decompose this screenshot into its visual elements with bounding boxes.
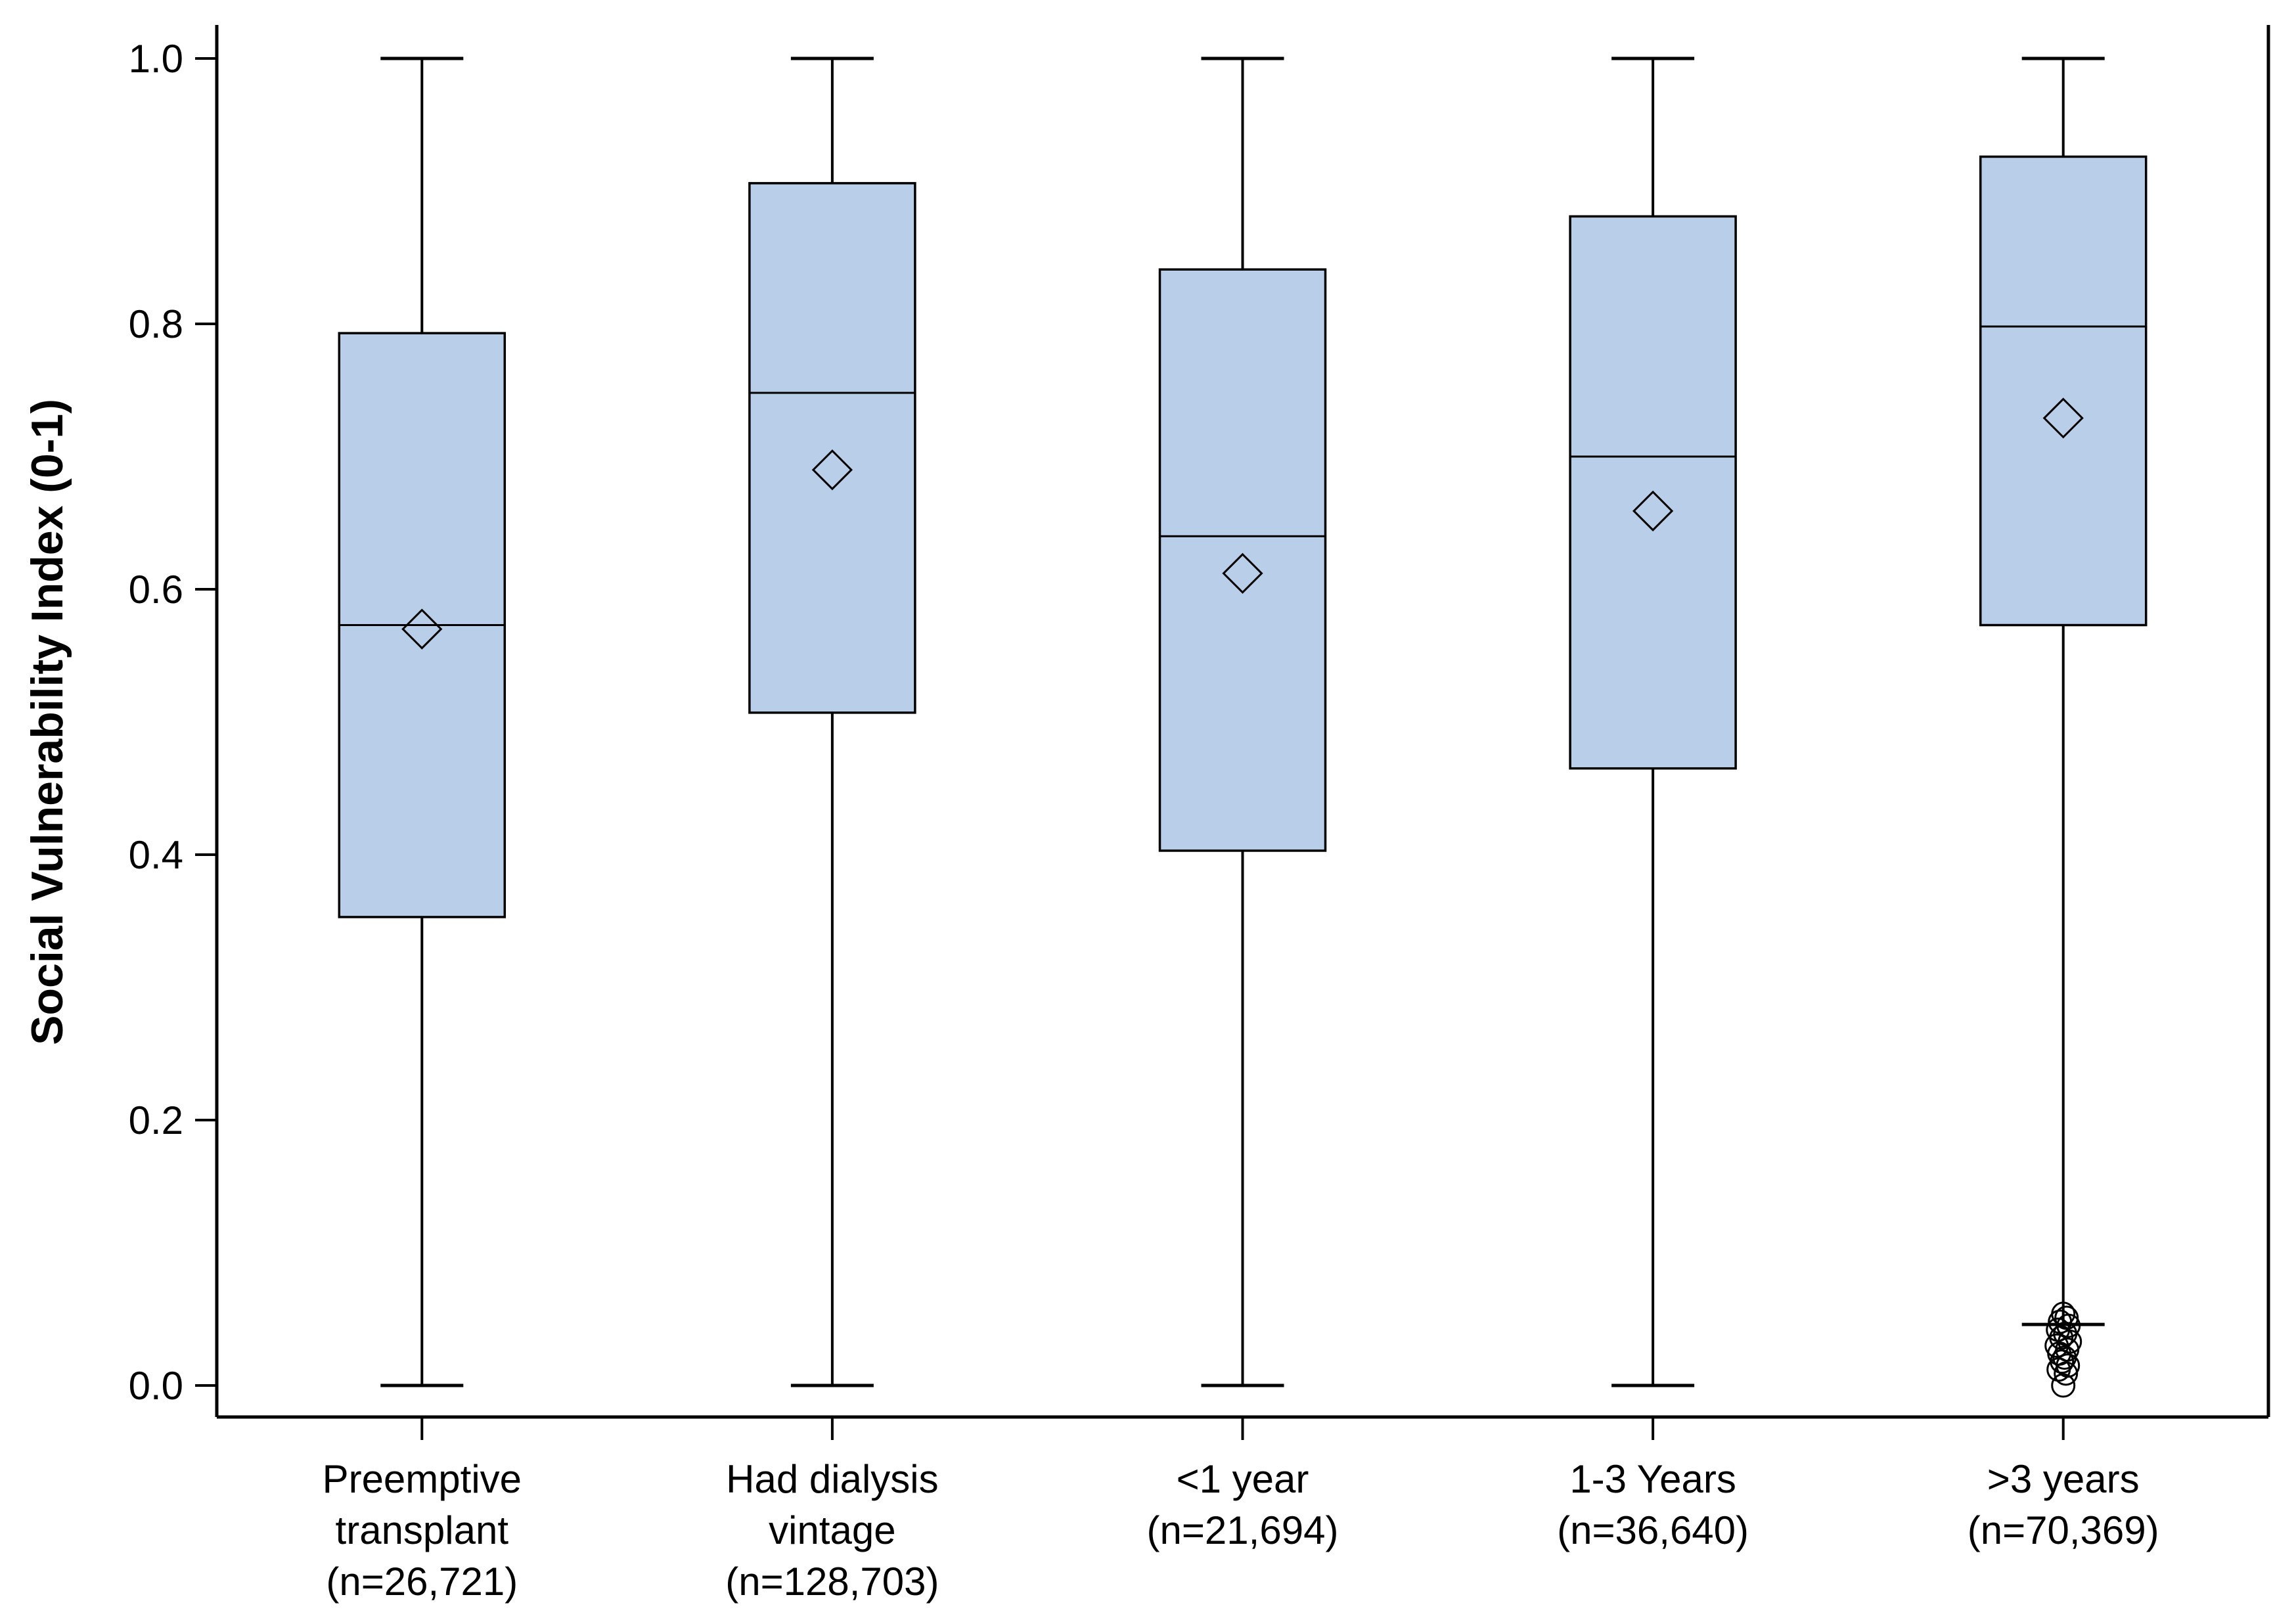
box-group-2: Had dialysis vintage (n=128,703): [725, 56, 939, 1604]
iqr-box: [748, 182, 916, 714]
x-category-label-line: (n=21,694): [1147, 1508, 1339, 1552]
iqr-box: [1158, 268, 1327, 852]
mean-diamond: [1632, 490, 1674, 531]
outlier-point: [2054, 1361, 2079, 1386]
y-tick-label: 0.6: [129, 568, 183, 612]
x-category-label-line: >3 years: [1987, 1457, 2140, 1501]
mean-diamond: [401, 608, 443, 650]
box-group-5: >3 years (n=70,369): [1968, 56, 2159, 1552]
x-category-label-line: <1 year: [1177, 1457, 1309, 1501]
y-tick-label: 0.2: [129, 1098, 183, 1142]
x-category-label-line: (n=70,369): [1968, 1508, 2159, 1552]
y-tick-label: 0.4: [129, 833, 183, 877]
x-category-label-line: (n=128,703): [725, 1560, 939, 1604]
x-category-label-line: Had dialysis: [726, 1457, 938, 1501]
outlier-point: [2051, 1373, 2076, 1398]
box-group-1: Preemptive transplant (n=26,721): [323, 56, 522, 1604]
y-tick-label: 0.0: [129, 1364, 183, 1408]
iqr-box: [1979, 155, 2148, 627]
box-group-3: <1 year (n=21,694): [1147, 56, 1339, 1552]
y-tick-label: 0.8: [129, 302, 183, 346]
x-category-label-line: Preemptive: [323, 1457, 522, 1501]
y-tick-label: 1.0: [129, 37, 183, 81]
x-category-label-line: (n=26,721): [326, 1560, 518, 1604]
y-axis-title: Social Vulnerability Index (0-1): [22, 399, 72, 1045]
x-category-label-line: (n=36,640): [1557, 1508, 1749, 1552]
x-category-label-line: vintage: [769, 1508, 895, 1552]
outlier-point: [2054, 1305, 2079, 1330]
mean-diamond: [1222, 552, 1263, 594]
mean-diamond: [811, 449, 853, 491]
x-category-label-line: 1-3 Years: [1569, 1457, 1736, 1501]
mean-diamond: [2042, 397, 2084, 439]
x-category-label-line: transplant: [336, 1508, 509, 1552]
box-group-4: 1-3 Years (n=36,640): [1557, 56, 1749, 1552]
